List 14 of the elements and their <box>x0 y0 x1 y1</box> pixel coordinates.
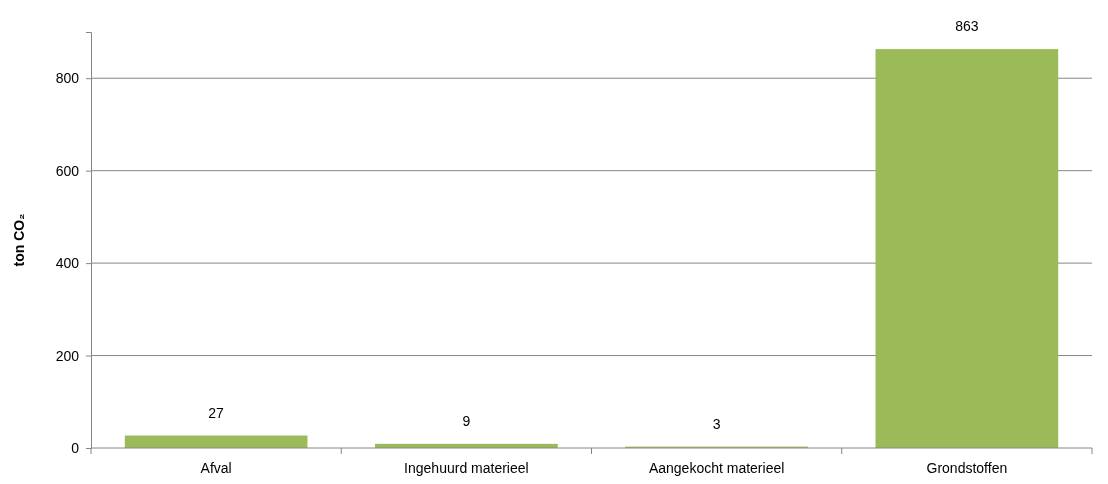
data-label: 863 <box>955 18 979 35</box>
data-label: 27 <box>208 404 225 421</box>
x-tick-label: Grondstoffen <box>926 460 1008 476</box>
x-tick-label: Ingehuurd materieel <box>404 460 529 476</box>
data-label: 3 <box>712 415 721 432</box>
x-tick-label: Aangekocht materieel <box>648 460 785 476</box>
y-tick-label: 800 <box>55 70 80 87</box>
y-tick-label: 600 <box>55 162 80 179</box>
y-tick-label: 0 <box>71 439 80 456</box>
y-tick-label: 400 <box>55 255 80 272</box>
y-axis-title: ton CO₂ <box>11 213 27 267</box>
x-tick-label: Afval <box>200 460 232 476</box>
y-tick-label: 200 <box>55 347 80 364</box>
data-label: 9 <box>462 412 471 429</box>
